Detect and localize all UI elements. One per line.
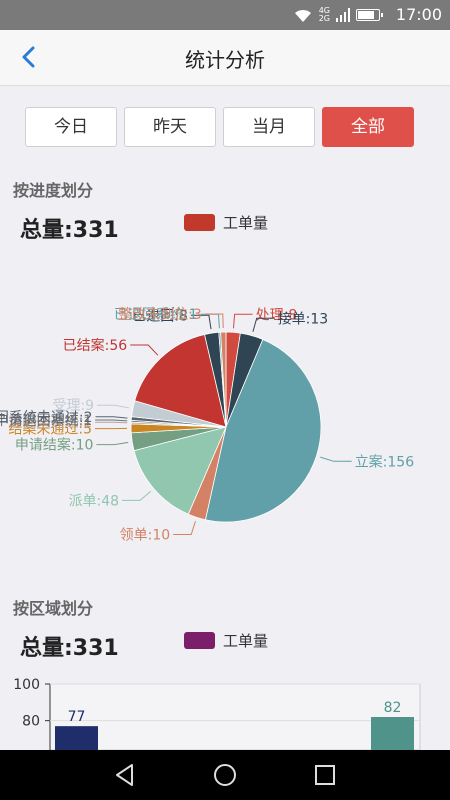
nav-back-icon[interactable] bbox=[112, 762, 138, 788]
status-icons: 4G 2G bbox=[293, 6, 383, 24]
legend-swatch bbox=[184, 214, 215, 231]
app-header: 统计分析 bbox=[0, 30, 450, 86]
pie-label: 受理:9 bbox=[52, 398, 94, 414]
pie-label: 派单:48 bbox=[69, 493, 120, 509]
pie-slice[interactable] bbox=[134, 333, 227, 428]
legend-region[interactable]: 工单量 bbox=[184, 630, 268, 651]
pie-label: 接单:13 bbox=[278, 310, 329, 327]
page-title: 统计分析 bbox=[185, 48, 265, 72]
status-bar: 4G 2G 17:00 bbox=[0, 0, 450, 30]
pie-label: 立案:156 bbox=[355, 453, 415, 470]
bar[interactable] bbox=[371, 717, 414, 750]
pie-label-line bbox=[204, 313, 224, 329]
battery-icon bbox=[356, 9, 383, 21]
pie-label-line bbox=[95, 416, 128, 419]
battery-fill bbox=[358, 11, 374, 19]
total-progress: 总量:331 bbox=[20, 218, 119, 243]
y-tick-label: 80 bbox=[22, 714, 40, 730]
back-icon[interactable] bbox=[14, 42, 44, 72]
pie-label-line bbox=[320, 456, 352, 462]
pie-label-line bbox=[130, 344, 159, 356]
pie-label-line bbox=[97, 404, 129, 409]
y-tick-label: 100 bbox=[13, 677, 40, 693]
plot-area bbox=[49, 683, 421, 750]
legend-label: 工单量 bbox=[223, 632, 269, 650]
tab-this-month[interactable]: 当月 bbox=[223, 107, 315, 147]
pie-label-line bbox=[233, 313, 253, 329]
tab-today[interactable]: 今日 bbox=[25, 107, 117, 147]
pie-label: 结案未通过:5 bbox=[8, 421, 92, 438]
pie-label: 申请结案:10 bbox=[15, 437, 94, 454]
clock: 17:00 bbox=[395, 5, 442, 24]
tab-all[interactable]: 全部 bbox=[322, 107, 414, 147]
bar-value-label: 77 bbox=[68, 709, 86, 725]
pie-label: 已退回系统:1 bbox=[114, 307, 198, 323]
network-bottom: 2G bbox=[318, 14, 330, 23]
pie-label-line bbox=[252, 317, 275, 332]
region-bar-chart: 100 80 77 82 bbox=[13, 677, 421, 750]
pie-label: 已结案:56 bbox=[63, 337, 128, 354]
pie-label-line bbox=[95, 421, 128, 424]
pie-label: 处理:8 bbox=[256, 307, 298, 323]
network-indicator: 4G 2G bbox=[319, 7, 330, 23]
pie-label-line bbox=[190, 314, 212, 330]
signal-icon bbox=[336, 8, 350, 22]
nav-recents-icon[interactable] bbox=[312, 762, 338, 788]
legend-swatch bbox=[184, 632, 215, 649]
pie-label-line bbox=[173, 521, 196, 535]
nav-home-icon[interactable] bbox=[212, 762, 238, 788]
network-top: 4G bbox=[318, 6, 330, 15]
wifi-icon bbox=[294, 9, 311, 22]
date-filter-tabs: 今日 昨天 当月 全部 bbox=[25, 107, 414, 147]
pie-label: 已退回:8 bbox=[132, 308, 188, 324]
pie-label: 申请退回系统:1 bbox=[0, 413, 92, 429]
bar[interactable] bbox=[55, 726, 98, 750]
pie-label: 退回系统未通过:2 bbox=[0, 410, 93, 426]
pie-label-line bbox=[96, 441, 129, 446]
pie-slice[interactable] bbox=[220, 331, 227, 428]
pie-label-line bbox=[95, 419, 128, 422]
progress-pie-chart: 处理:8接单:13 立案:156 领单:10 派单:48 申请结案:10结案未通过:5退… bbox=[0, 307, 415, 544]
pie-label: 领单:10 bbox=[120, 528, 171, 544]
tab-yesterday[interactable]: 昨天 bbox=[124, 107, 216, 147]
pie-slice[interactable] bbox=[204, 338, 322, 523]
section-title-region: 按区域划分 bbox=[13, 599, 94, 618]
legend-label: 工单量 bbox=[223, 214, 269, 232]
pie-slice[interactable] bbox=[133, 426, 227, 515]
legend-progress[interactable]: 工单量 bbox=[184, 212, 268, 233]
system-nav-bar bbox=[0, 750, 450, 800]
total-region: 总量:331 bbox=[20, 636, 119, 661]
pie-label: 整改未到位:3 bbox=[118, 307, 202, 323]
pie-label: 退回未通过:1 bbox=[8, 415, 92, 431]
section-title-progress: 按进度划分 bbox=[13, 181, 94, 200]
pie-label-line bbox=[122, 490, 152, 501]
bar-value-label: 82 bbox=[384, 700, 402, 716]
